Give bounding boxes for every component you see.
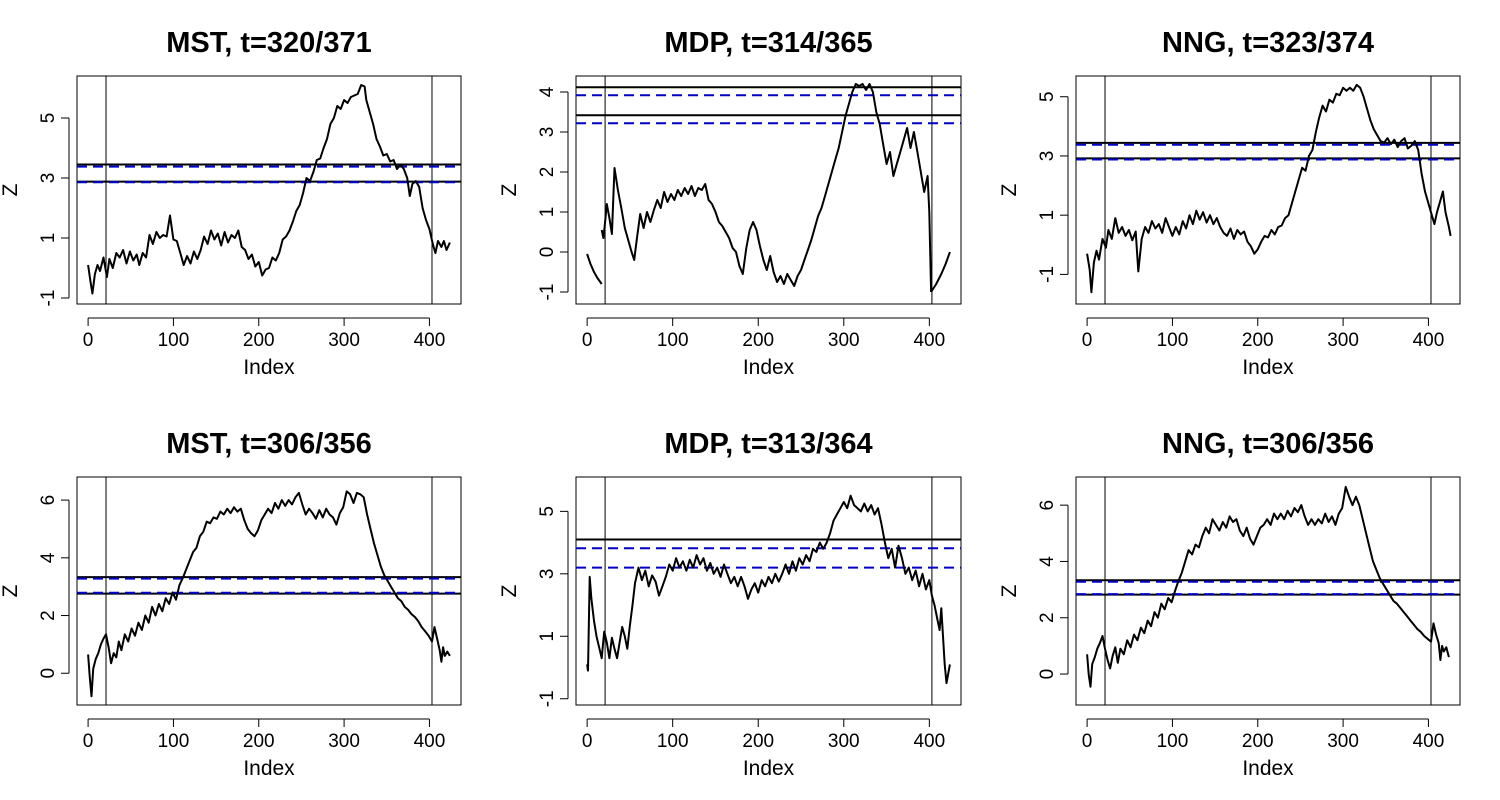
y-tick-label: 2 (1037, 612, 1058, 623)
panel-3: NNG, t=323/374 0 100 200 300 400 Index -1 1 3 5 Z (998, 27, 1461, 379)
y-tick-label: -1 (38, 290, 59, 307)
x-tick-label: 100 (657, 731, 689, 752)
series-line (586, 253, 603, 285)
panel-1: MST, t=320/371 0 100 200 300 400 Index -1 1 3 5 Z (0, 27, 462, 379)
x-tick-label: 0 (1082, 731, 1093, 752)
plot-frame (1075, 75, 1461, 305)
panel-5: MDP, t=313/364 0 100 200 300 400 Index -1 1 3 5 Z (498, 428, 962, 780)
x-tick-label: 300 (828, 731, 860, 752)
x-tick-label: 100 (1157, 731, 1189, 752)
x-tick-label: 300 (328, 731, 360, 752)
y-tick-label: 1 (537, 631, 558, 642)
x-tick-label: 400 (913, 330, 945, 351)
chart-title: MST, t=306/356 (166, 428, 372, 460)
y-tick-label: 0 (537, 247, 558, 258)
y-axis-label: Z (0, 183, 22, 196)
panel-2: MDP, t=314/365 0 100 200 300 400 Index -1 0 1 2 3 4 Z (498, 27, 962, 379)
y-tick-label: 3 (38, 173, 59, 184)
x-axis-label: Index (243, 757, 295, 780)
x-tick-label: 0 (582, 731, 593, 752)
y-tick-label: 6 (1037, 500, 1058, 511)
y-tick-label: 0 (1037, 669, 1058, 680)
x-tick-label: 400 (414, 330, 446, 351)
chart-title: MST, t=320/371 (166, 27, 372, 59)
y-tick-label: 5 (38, 113, 59, 124)
x-tick-label: 400 (1413, 330, 1445, 351)
x-tick-label: 0 (1082, 330, 1093, 351)
x-axis-label: Index (1242, 356, 1294, 379)
y-tick-label: -1 (1037, 266, 1058, 283)
x-tick-label: 100 (657, 330, 689, 351)
chart-title: MDP, t=314/365 (664, 27, 872, 59)
x-tick-label: 200 (742, 330, 774, 351)
x-tick-label: 0 (83, 330, 94, 351)
y-tick-label: 6 (38, 495, 59, 506)
y-tick-label: 3 (537, 127, 558, 138)
plot-frame (76, 75, 462, 305)
chart-title: NNG, t=306/356 (1162, 428, 1374, 460)
x-tick-label: 300 (1327, 731, 1359, 752)
y-tick-label: -1 (537, 690, 558, 707)
x-axis-label: Index (743, 356, 795, 379)
y-tick-label: 2 (38, 610, 59, 621)
series-line (87, 84, 451, 295)
x-tick-label: 400 (913, 731, 945, 752)
series-line (1086, 485, 1450, 688)
y-tick-label: 2 (537, 167, 558, 178)
series-line (600, 83, 933, 293)
x-tick-label: 200 (243, 731, 275, 752)
x-tick-label: 100 (158, 731, 190, 752)
series-line (87, 490, 451, 698)
y-tick-label: 1 (537, 207, 558, 218)
x-tick-label: 400 (414, 731, 446, 752)
x-tick-label: 100 (1157, 330, 1189, 351)
x-tick-label: 300 (828, 330, 860, 351)
y-tick-label: -1 (537, 284, 558, 301)
x-tick-label: 300 (1327, 330, 1359, 351)
x-axis-label: Index (243, 356, 295, 379)
y-axis-label: Z (498, 183, 521, 196)
y-tick-label: 4 (1037, 556, 1058, 567)
y-axis-label: Z (998, 584, 1021, 597)
chart-title: MDP, t=313/364 (664, 428, 872, 460)
x-tick-label: 200 (243, 330, 275, 351)
x-axis-label: Index (1242, 757, 1294, 780)
x-tick-label: 0 (582, 330, 593, 351)
plot-frame (575, 75, 962, 305)
y-tick-label: 3 (1037, 151, 1058, 162)
y-axis-label: Z (0, 584, 22, 597)
x-tick-label: 100 (158, 330, 190, 351)
y-tick-label: 4 (38, 552, 59, 563)
panel-4: MST, t=306/356 0 100 200 300 400 Index 0 2 4 6 Z (0, 428, 462, 780)
plot-frame (575, 476, 962, 706)
x-tick-label: 0 (83, 731, 94, 752)
y-tick-label: 3 (537, 569, 558, 580)
x-tick-label: 200 (742, 731, 774, 752)
y-tick-label: 1 (1037, 210, 1058, 221)
y-axis-label: Z (998, 183, 1021, 196)
chart-title: NNG, t=323/374 (1162, 27, 1374, 59)
series-line (586, 494, 951, 685)
x-tick-label: 200 (1242, 330, 1274, 351)
y-tick-label: 4 (537, 86, 558, 97)
x-axis-label: Index (743, 757, 795, 780)
series-line (1086, 83, 1452, 294)
x-tick-label: 400 (1413, 731, 1445, 752)
panel-6: NNG, t=306/356 0 100 200 300 400 Index 0 2 4 6 Z (998, 428, 1461, 780)
y-tick-label: 5 (1037, 91, 1058, 102)
series-line (930, 251, 951, 293)
y-tick-label: 1 (38, 233, 59, 244)
plot-frame (76, 476, 462, 706)
y-tick-label: 0 (38, 668, 59, 679)
y-axis-label: Z (498, 584, 521, 597)
y-tick-label: 5 (537, 506, 558, 517)
plot-frame (1075, 476, 1461, 706)
x-tick-label: 200 (1242, 731, 1274, 752)
x-tick-label: 300 (328, 330, 360, 351)
